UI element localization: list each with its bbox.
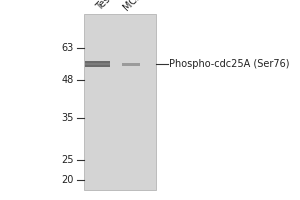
Text: MCF-7: MCF-7	[122, 0, 150, 12]
Text: 35: 35	[61, 113, 74, 123]
Bar	[85, 63, 110, 65]
Text: Testis: Testis	[94, 0, 121, 12]
Bar	[85, 61, 110, 67]
Text: 25: 25	[61, 155, 74, 165]
Text: 20: 20	[61, 175, 74, 185]
Text: 48: 48	[61, 75, 74, 85]
Text: Phospho-cdc25A (Ser76): Phospho-cdc25A (Ser76)	[169, 59, 290, 69]
Text: 63: 63	[61, 43, 74, 53]
Bar	[84, 14, 156, 190]
Bar	[122, 63, 140, 66]
